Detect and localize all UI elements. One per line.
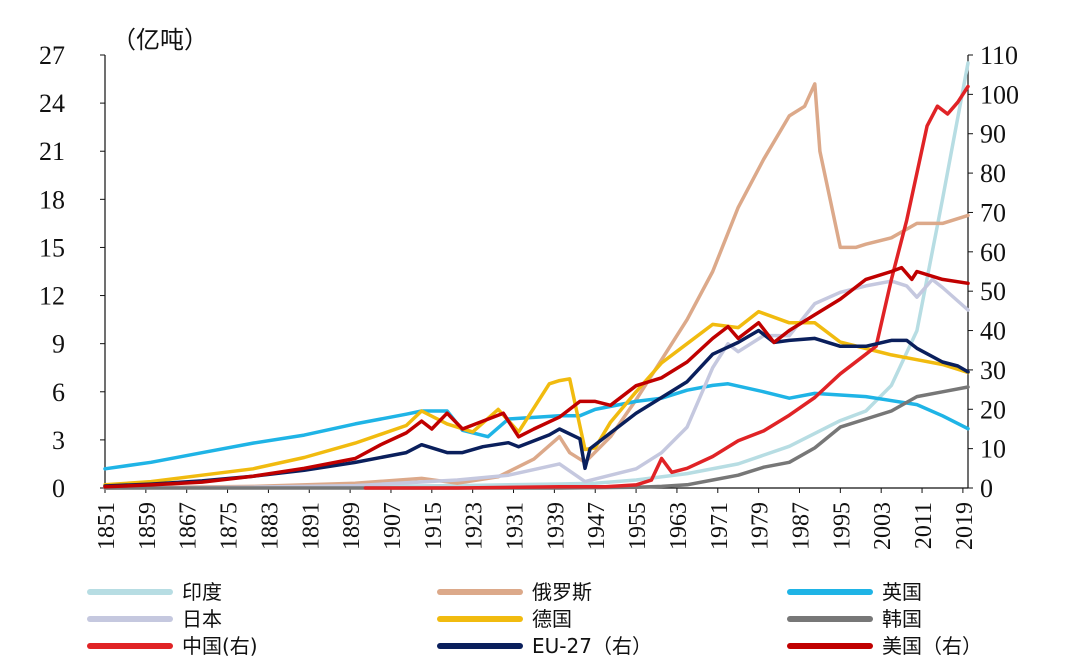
left-tick-label: 12 (39, 282, 65, 311)
unit-label: （亿吨） (112, 26, 208, 54)
legend-label: 俄罗斯 (532, 580, 592, 604)
legend-label: 印度 (182, 580, 222, 604)
x-tick-label: 1899 (339, 502, 365, 550)
x-tick-label: 1915 (421, 502, 447, 550)
right-tick-label: 70 (980, 198, 1006, 227)
right-tick-label: 0 (980, 474, 993, 503)
left-tick-label: 0 (52, 474, 65, 503)
legend-label: 日本 (182, 607, 222, 631)
left-tick-label: 27 (39, 41, 65, 70)
x-tick-label: 1907 (380, 502, 406, 550)
series-line (363, 84, 970, 490)
x-tick-label: 1979 (748, 502, 774, 550)
right-tick-label: 20 (980, 395, 1006, 424)
x-tick-label: 1931 (503, 502, 529, 550)
legend-label: 韩国 (882, 607, 922, 631)
series-line (103, 265, 970, 489)
x-tick-label: 1875 (217, 502, 243, 550)
x-tick-label: 2003 (870, 502, 896, 550)
x-tick-label: 1891 (298, 502, 324, 550)
left-tick-label: 15 (39, 233, 65, 262)
x-tick-label: 1995 (829, 502, 855, 550)
left-tick-label: 18 (39, 185, 65, 214)
right-tick-label: 90 (980, 120, 1006, 149)
x-tick-label: 1963 (666, 502, 692, 550)
plot-lines (103, 61, 970, 490)
x-tick-label: 1859 (135, 502, 161, 550)
right-tick-label: 40 (980, 317, 1006, 346)
right-tick-label: 50 (980, 277, 1006, 306)
series-line (103, 277, 970, 490)
series-line (103, 61, 970, 490)
x-tick-label: 1867 (176, 502, 202, 550)
legend-label: 中国(右) (182, 634, 258, 658)
x-tick-label: 2019 (952, 502, 978, 550)
legend-label: 英国 (882, 580, 922, 604)
legend-label: EU-27（右） (532, 634, 652, 658)
left-tick-label: 24 (39, 89, 65, 118)
x-tick-label: 1883 (257, 502, 283, 550)
legend-label: 德国 (532, 607, 572, 631)
left-tick-label: 6 (52, 378, 65, 407)
right-tick-label: 30 (980, 356, 1006, 385)
series-line (103, 382, 970, 471)
x-tick-label: 1947 (584, 502, 610, 550)
left-axis-ticks: 0 3 6 9 12 15 18 21 24 27 (39, 41, 105, 503)
x-tick-label: 1987 (788, 502, 814, 550)
x-tick-label: 1851 (94, 502, 120, 550)
series-line (103, 385, 970, 490)
left-tick-label: 3 (52, 426, 65, 455)
left-tick-label: 9 (52, 330, 65, 359)
right-tick-label: 60 (980, 238, 1006, 267)
x-tick-label: 1971 (707, 502, 733, 550)
x-tick-label: 1923 (462, 502, 488, 550)
x-tick-label: 1939 (543, 502, 569, 550)
left-tick-label: 21 (39, 137, 65, 166)
right-tick-label: 80 (980, 159, 1006, 188)
legend-label: 美国（右） (882, 634, 982, 658)
right-tick-label: 110 (980, 41, 1018, 70)
series-line (103, 328, 970, 488)
right-tick-label: 10 (980, 435, 1006, 464)
x-axis-ticks: 1851 1859 1867 1875 1883 1891 1899 1907 1915 1923… (94, 488, 978, 550)
x-tick-label: 1955 (625, 502, 651, 550)
x-tick-label: 2011 (911, 502, 937, 549)
right-tick-label: 100 (980, 80, 1019, 109)
right-axis-ticks: 0 10 20 30 40 50 60 70 80 90 100 110 (968, 41, 1019, 503)
